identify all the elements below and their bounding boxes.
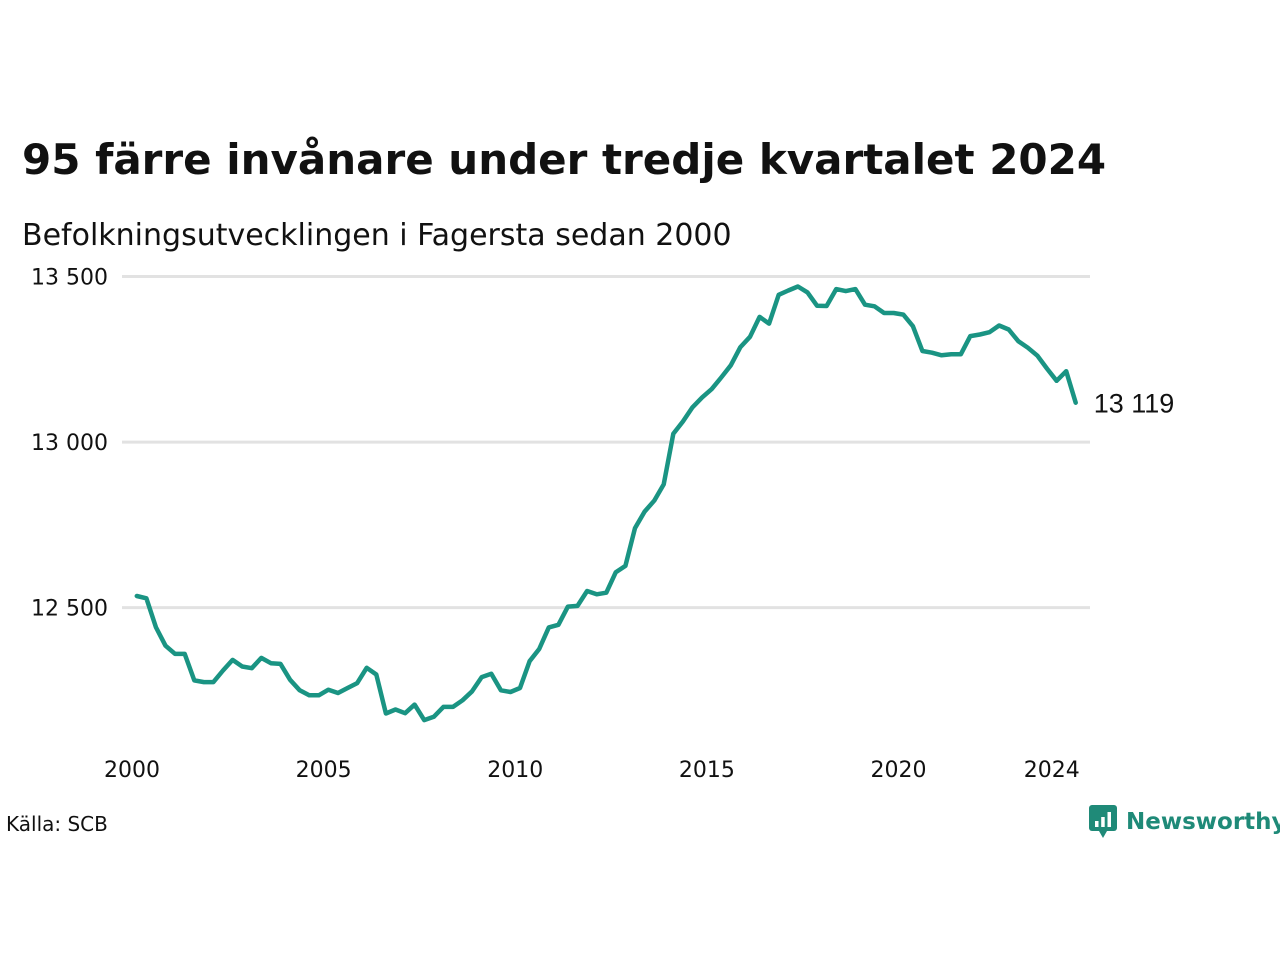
x-axis-tick-labels: 2000 2005 2010 2015 2020 2024 xyxy=(104,758,1080,783)
x-tick-label: 2005 xyxy=(296,758,352,783)
x-tick-label: 2020 xyxy=(870,758,926,783)
x-tick-label: 2015 xyxy=(679,758,735,783)
newsworthy-logo-icon xyxy=(1089,805,1117,838)
x-tick-label: 2010 xyxy=(487,758,543,783)
y-tick-label: 13 000 xyxy=(31,431,108,456)
x-tick-label: 2024 xyxy=(1024,758,1080,783)
y-tick-label: 12 500 xyxy=(31,597,108,622)
x-tick-label: 2000 xyxy=(104,758,160,783)
series-layer xyxy=(134,284,1078,723)
chart-subtitle: Befolkningsutvecklingen i Fagersta sedan… xyxy=(22,218,732,253)
gridlines xyxy=(122,275,1090,610)
series-line xyxy=(134,284,1078,723)
brand-logo[interactable]: Newsworthy xyxy=(1088,802,1280,842)
source-note: Källa: SCB xyxy=(6,812,108,836)
chart-title: 95 färre invånare under tredje kvartalet… xyxy=(22,135,1107,184)
end-value-label: 13 119 xyxy=(1094,389,1175,419)
data-points xyxy=(135,285,1078,723)
y-tick-label: 13 500 xyxy=(31,266,108,291)
y-axis-tick-labels: 12 500 13 000 13 500 xyxy=(31,266,108,622)
brand-name: Newsworthy xyxy=(1126,809,1280,835)
